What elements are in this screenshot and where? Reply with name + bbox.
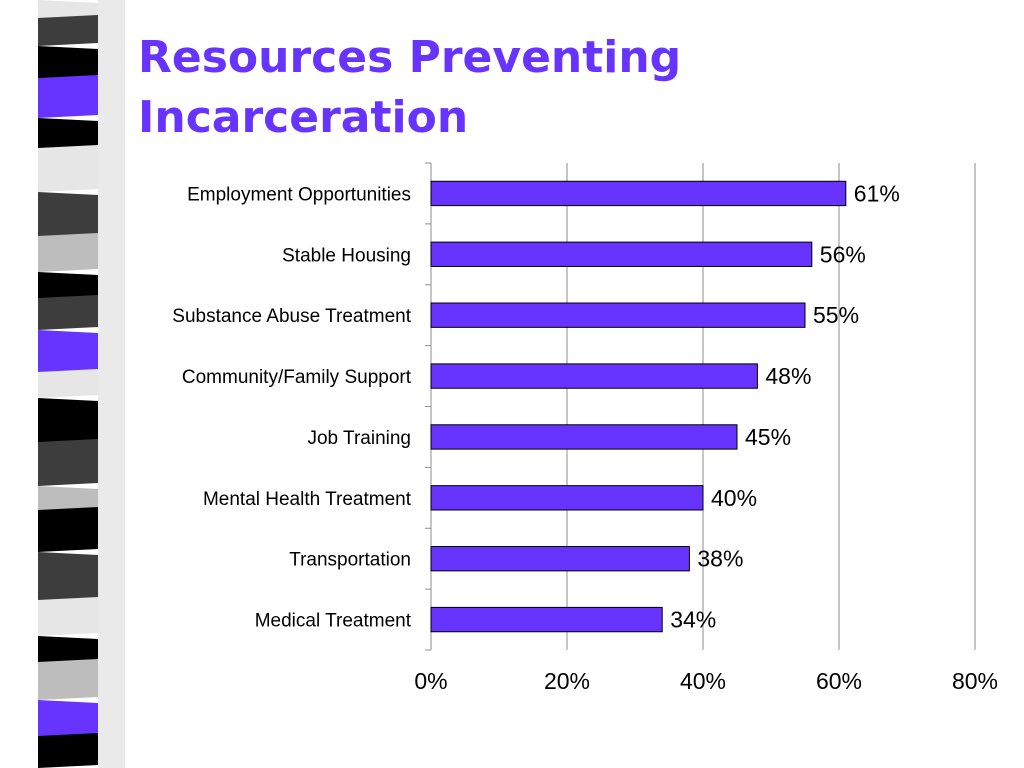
decorative-stripe-bar xyxy=(0,0,125,768)
stripe-segment xyxy=(38,597,98,636)
bar xyxy=(430,546,690,572)
data-label: 61% xyxy=(854,180,900,206)
x-tick-labels: 0% 20% 40% 60% 80% xyxy=(414,668,998,694)
data-label: 40% xyxy=(711,485,757,511)
stripe-segment xyxy=(38,15,98,46)
stripe-segment xyxy=(38,636,98,665)
bar xyxy=(430,424,738,450)
x-tick-label: 0% xyxy=(414,668,447,694)
data-label: 48% xyxy=(765,363,811,389)
data-label: 34% xyxy=(670,607,716,633)
stripe-segment xyxy=(38,118,98,151)
stripe-segment xyxy=(38,398,98,445)
data-label: 56% xyxy=(820,241,866,267)
x-tick-label: 80% xyxy=(952,668,998,694)
bar xyxy=(430,485,704,511)
category-label: Job Training xyxy=(307,428,411,449)
bars xyxy=(430,180,847,633)
bar xyxy=(430,241,813,267)
stripe-segment xyxy=(38,507,98,552)
category-label: Stable Housing xyxy=(282,245,411,266)
stripe-segment xyxy=(38,369,98,398)
bar xyxy=(430,180,847,207)
stripe-segment xyxy=(38,330,98,375)
bar xyxy=(430,302,806,328)
stripe-segment xyxy=(38,46,98,81)
category-labels: Employment Opportunities Stable Housing Su… xyxy=(172,184,411,631)
bar xyxy=(430,363,758,389)
gridlines xyxy=(566,163,976,650)
category-label: Substance Abuse Treatment xyxy=(172,306,411,327)
slide-title: Resources Preventing Incarceration xyxy=(138,32,682,143)
category-label: Medical Treatment xyxy=(255,611,412,632)
stripe-segment xyxy=(38,733,98,768)
stripe-segment xyxy=(38,295,98,330)
stripe-segment xyxy=(38,659,98,700)
stripe-margin xyxy=(0,0,38,768)
stripe-segment xyxy=(38,486,98,513)
stripe-segment xyxy=(38,233,98,272)
category-label: Mental Health Treatment xyxy=(203,489,412,510)
stripe-segment xyxy=(38,439,98,486)
x-tick-label: 60% xyxy=(816,668,862,694)
bar xyxy=(430,606,663,633)
data-label: 55% xyxy=(813,302,859,328)
data-label: 45% xyxy=(745,424,791,450)
category-label: Transportation xyxy=(289,550,411,571)
stripe-segment xyxy=(38,145,98,192)
x-tick-label: 40% xyxy=(680,668,726,694)
data-labels: 61% 56% 55% 48% 45% 40% 38% 34% xyxy=(670,180,900,632)
stripe-segment xyxy=(38,700,98,739)
stripe-segment xyxy=(38,272,98,301)
stripe-shadow xyxy=(98,0,125,768)
stripe-segment xyxy=(38,75,98,118)
x-tick-label: 20% xyxy=(544,668,590,694)
category-axis xyxy=(425,162,432,651)
stripe-segment xyxy=(38,192,98,239)
category-label: Employment Opportunities xyxy=(187,184,411,205)
data-label: 38% xyxy=(697,546,743,572)
category-label: Community/Family Support xyxy=(182,367,412,388)
stripe-segment xyxy=(38,552,98,603)
